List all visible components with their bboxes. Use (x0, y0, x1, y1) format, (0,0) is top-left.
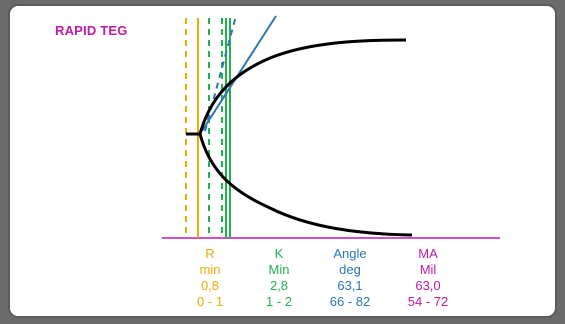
param-r-unit: min (199, 262, 221, 277)
param-r-label: R (205, 246, 215, 261)
param-ma-value: 63,0 (415, 278, 441, 293)
teg-tracing (162, 15, 500, 239)
param-ma-range: 54 - 72 (407, 294, 449, 309)
param-r-value: 0,8 (200, 278, 220, 293)
angle-tangent-line (201, 15, 277, 132)
param-k-range: 1 - 2 (265, 294, 292, 309)
param-k-value: 2,8 (269, 278, 289, 293)
tracing-lower-branch (198, 133, 413, 237)
param-angle-value: 63,1 (337, 278, 363, 293)
param-angle-unit: deg (339, 262, 361, 277)
param-ma: MA Mil 63,0 54 - 72 (393, 246, 463, 310)
param-r-range: 0 - 1 (196, 294, 223, 309)
diagram-title: RAPID TEG (55, 23, 128, 38)
param-ma-unit: Mil (419, 262, 437, 277)
param-k-label: K (274, 246, 284, 261)
param-k: K Min 2,8 1 - 2 (254, 246, 304, 310)
param-ma-label: MA (418, 246, 438, 261)
param-angle-range: 66 - 82 (329, 294, 371, 309)
tracing-upper-branch (198, 38, 407, 135)
param-r: R min 0,8 0 - 1 (185, 246, 235, 310)
teg-panel: RAPID TEG R min 0,8 0 - 1 K Min 2,8 1 - … (8, 4, 557, 318)
param-angle-label: Angle (333, 246, 367, 261)
param-k-unit: Min (268, 262, 290, 277)
param-angle: Angle deg 63,1 66 - 82 (315, 246, 385, 310)
angle-dashed-line (204, 15, 237, 132)
